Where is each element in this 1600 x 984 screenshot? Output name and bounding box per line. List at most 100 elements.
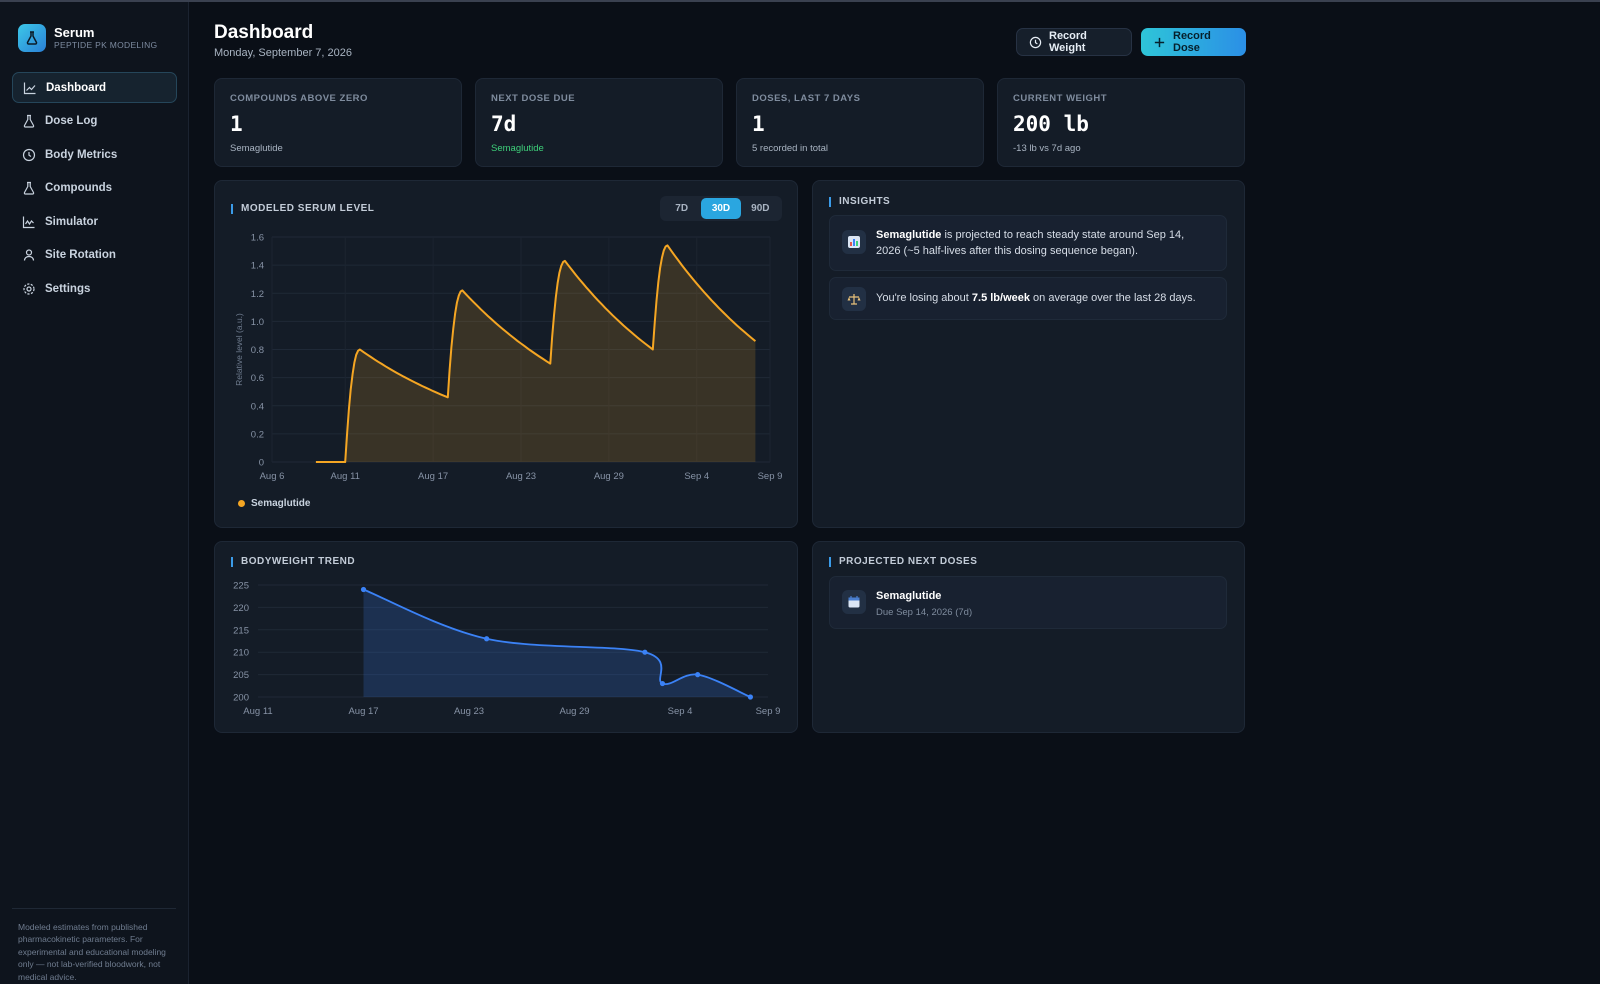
sidebar-item-label: Settings bbox=[45, 282, 91, 295]
sidebar-item-settings[interactable]: Settings bbox=[12, 273, 177, 304]
insight-card: You're losing about 7.5 lb/week on avera… bbox=[829, 277, 1227, 320]
sidebar-item-body-metrics[interactable]: Body Metrics bbox=[12, 139, 177, 170]
insight-prefix: You're losing about bbox=[876, 292, 972, 304]
sidebar-divider bbox=[12, 908, 176, 909]
sidebar-item-dashboard[interactable]: Dashboard bbox=[12, 72, 177, 103]
legend-dot bbox=[238, 500, 245, 507]
x-tick-label: Aug 17 bbox=[418, 471, 448, 481]
sidebar-item-dose-log[interactable]: Dose Log bbox=[12, 106, 177, 137]
y-tick-label: 200 bbox=[233, 693, 249, 704]
flask-logo-icon bbox=[18, 24, 46, 52]
data-point bbox=[747, 694, 754, 700]
disclaimer-text: Modeled estimates from published pharmac… bbox=[18, 922, 166, 982]
y-tick-label: 1.0 bbox=[251, 317, 264, 328]
x-tick-label: Aug 23 bbox=[506, 471, 536, 481]
x-tick-label: Sep 9 bbox=[756, 706, 781, 717]
y-tick-label: 1.4 bbox=[251, 261, 264, 272]
data-point bbox=[360, 586, 367, 593]
stat-sub: Semaglutide bbox=[230, 143, 283, 154]
y-tick-label: 210 bbox=[233, 648, 249, 659]
sidebar: Serum PEPTIDE PK MODELING Dashboard Dose… bbox=[0, 2, 189, 984]
x-tick-label: Aug 11 bbox=[331, 471, 360, 481]
stat-value: 1 bbox=[752, 112, 765, 136]
x-tick-label: Aug 6 bbox=[260, 471, 285, 481]
sidebar-item-label: Compounds bbox=[45, 182, 113, 194]
insight-text: Semaglutide is projected to reach steady… bbox=[876, 227, 1184, 259]
clock-icon bbox=[1029, 36, 1042, 49]
y-tick-label: 0.4 bbox=[251, 401, 264, 412]
scale-icon bbox=[842, 287, 866, 311]
stat-label: CURRENT WEIGHT bbox=[1013, 93, 1108, 104]
x-tick-label: Sep 9 bbox=[758, 471, 783, 481]
app-subtitle: PEPTIDE PK MODELING bbox=[54, 40, 158, 50]
sidebar-item-label: Site Rotation bbox=[45, 249, 116, 261]
range-90d-button[interactable]: 90D bbox=[751, 203, 770, 214]
panel-title: BODYWEIGHT TREND bbox=[231, 557, 355, 567]
insight-bold: 7.5 lb/week bbox=[971, 292, 1030, 304]
insight-suffix: on average over the last 28 days. bbox=[1029, 292, 1196, 304]
y-tick-label: 220 bbox=[233, 603, 249, 614]
panel-title: MODELED SERUM LEVEL bbox=[231, 204, 374, 214]
weight-area-fill bbox=[363, 589, 751, 697]
panel-title: PROJECTED NEXT DOSES bbox=[829, 557, 977, 567]
app-name: Serum bbox=[54, 25, 95, 40]
flask-icon bbox=[22, 181, 36, 195]
series-line-semaglutide bbox=[315, 244, 757, 463]
y-tick-label: 0 bbox=[259, 458, 264, 469]
range-30d-button[interactable]: 30D bbox=[701, 198, 741, 219]
data-point bbox=[695, 672, 701, 678]
stat-value: 7d bbox=[491, 112, 517, 136]
dose-due-date: Due Sep 14, 2026 (7d) bbox=[876, 607, 973, 618]
x-tick-label: Aug 17 bbox=[348, 706, 378, 717]
insights-panel: INSIGHTS Semaglutide is projected to rea… bbox=[812, 180, 1245, 528]
sidebar-nav: Dashboard Dose Log Body Metrics Compound… bbox=[12, 72, 177, 307]
sidebar-item-site-rotation[interactable]: Site Rotation bbox=[12, 240, 177, 271]
panel-title: INSIGHTS bbox=[829, 197, 890, 207]
window-top-border bbox=[0, 0, 1600, 2]
stat-card-compounds: COMPOUNDS ABOVE ZERO 1 Semaglutide bbox=[214, 78, 462, 167]
y-tick-label: 1.6 bbox=[251, 233, 264, 244]
y-tick-label: 0.8 bbox=[251, 345, 264, 356]
stat-label: NEXT DOSE DUE bbox=[491, 93, 576, 104]
stat-value: 200 lb bbox=[1013, 112, 1089, 136]
stat-label: COMPOUNDS ABOVE ZERO bbox=[230, 93, 368, 104]
y-axis-label: Relative level (a.u.) bbox=[234, 313, 244, 386]
record-weight-label: Record Weight bbox=[1049, 30, 1087, 54]
x-tick-label: Aug 29 bbox=[594, 471, 624, 481]
range-selector: 7D 30D 90D bbox=[660, 196, 782, 221]
person-icon bbox=[22, 248, 36, 262]
record-dose-button[interactable]: Record Dose bbox=[1141, 28, 1246, 56]
x-tick-label: Aug 11 bbox=[243, 706, 272, 717]
serum-level-chart: 0 0.2 0.4 0.6 0.8 1.0 1.2 1.4 1.6 Aug 6 Aug 11 Aug … bbox=[234, 233, 783, 482]
bar-chart-icon bbox=[842, 230, 866, 254]
insight-bold: Semaglutide bbox=[876, 229, 942, 241]
x-tick-label: Aug 23 bbox=[454, 706, 484, 717]
y-tick-label: 1.2 bbox=[251, 289, 264, 300]
projected-dose-item[interactable]: Semaglutide Due Sep 14, 2026 (7d) bbox=[829, 576, 1227, 629]
x-tick-label: Aug 29 bbox=[559, 706, 589, 717]
x-tick-label: Sep 4 bbox=[684, 471, 709, 481]
flask-icon bbox=[22, 114, 36, 128]
sidebar-item-simulator[interactable]: Simulator bbox=[12, 206, 177, 237]
page-date: Monday, September 7, 2026 bbox=[214, 47, 352, 59]
insight-text: You're losing about 7.5 lb/week on avera… bbox=[876, 290, 1196, 306]
sidebar-item-label: Dose Log bbox=[45, 115, 98, 127]
record-dose-label: Record Dose bbox=[1173, 30, 1211, 54]
record-weight-button[interactable]: Record Weight bbox=[1016, 28, 1132, 56]
sidebar-item-label: Dashboard bbox=[46, 81, 107, 94]
stat-card-next-dose: NEXT DOSE DUE 7d Semaglutide bbox=[475, 78, 723, 167]
insight-line1: is projected to reach steady state aroun… bbox=[941, 229, 1185, 241]
sidebar-item-compounds[interactable]: Compounds bbox=[12, 173, 177, 204]
range-7d-button[interactable]: 7D bbox=[675, 203, 689, 214]
bodyweight-chart: 200 205 210 215 220 225 Aug 11 Aug 17 Aug 23 Aug … bbox=[233, 581, 781, 718]
clock-icon bbox=[22, 148, 36, 162]
projected-doses-panel: PROJECTED NEXT DOSES Semaglutide Due Sep… bbox=[812, 541, 1245, 733]
stat-value: 1 bbox=[230, 112, 243, 136]
y-tick-label: 205 bbox=[233, 670, 249, 681]
plus-icon bbox=[1153, 36, 1166, 49]
insight-card: Semaglutide is projected to reach steady… bbox=[829, 215, 1227, 271]
insight-line2: 2026 (~5 half-lives after this dosing se… bbox=[876, 245, 1139, 257]
brand[interactable]: Serum PEPTIDE PK MODELING bbox=[18, 24, 157, 52]
calendar-icon bbox=[842, 590, 866, 614]
x-tick-label: Sep 4 bbox=[668, 706, 693, 717]
